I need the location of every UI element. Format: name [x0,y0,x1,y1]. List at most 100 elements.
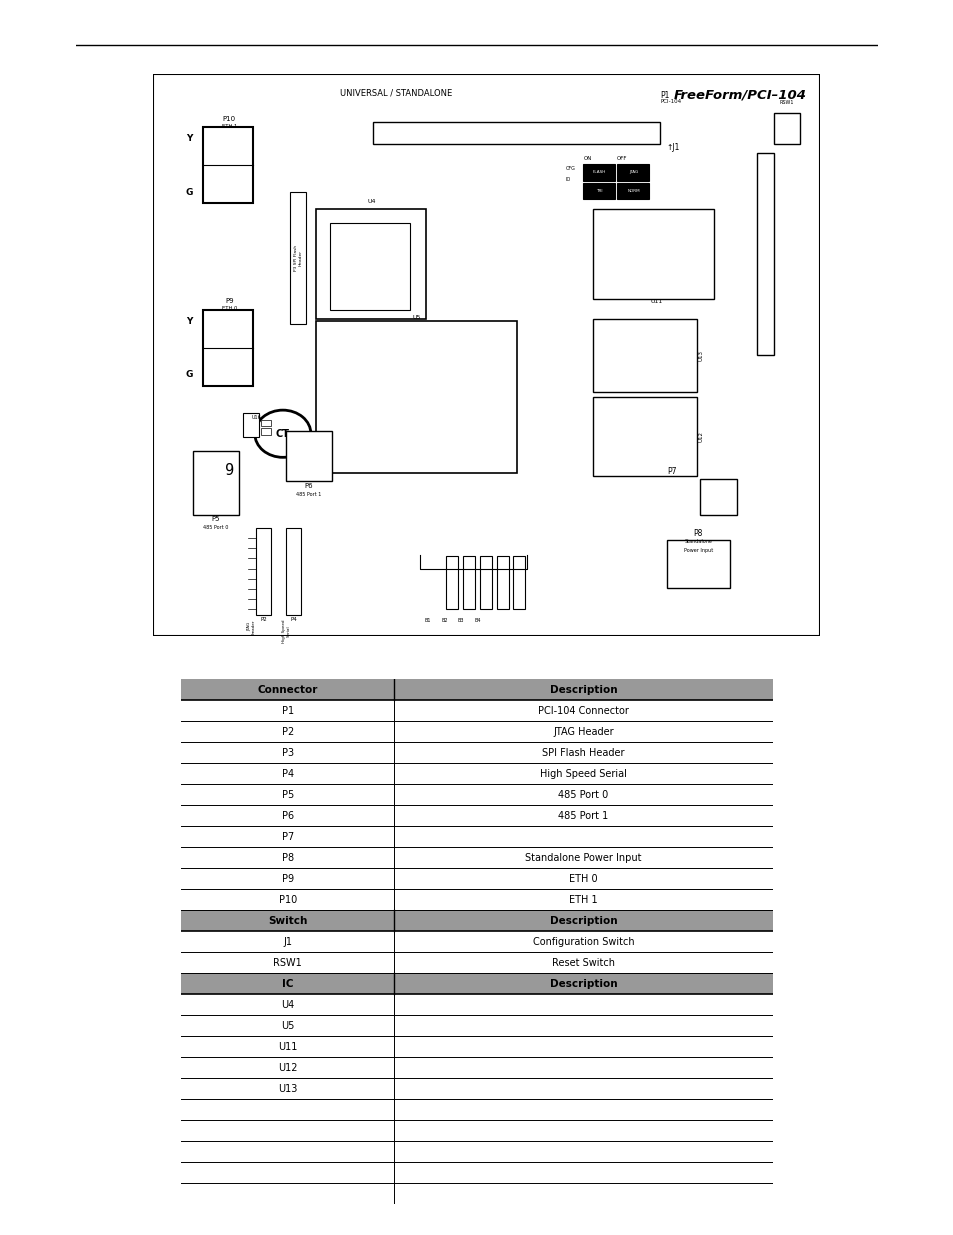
Text: P5: P5 [212,516,220,522]
Bar [181,1057,772,1078]
Text: Switch: Switch [268,915,307,926]
Bar [496,556,508,609]
Text: Description: Description [549,915,617,926]
Text: JTAG
header: JTAG header [247,619,255,634]
Text: OFF: OFF [616,156,627,162]
Bar [181,889,772,910]
Text: U5: U5 [281,1020,294,1031]
Bar [181,805,772,826]
Bar [666,541,730,588]
Bar [242,412,259,436]
Bar [593,398,696,475]
Bar [583,164,615,180]
Bar [446,556,458,609]
Bar [757,153,773,356]
Bar [290,193,306,324]
Text: Reset Switch: Reset Switch [552,957,615,968]
Text: U4: U4 [367,200,375,205]
Text: 485 Port 0: 485 Port 0 [203,525,229,530]
Text: U4: U4 [281,999,294,1010]
Text: P7: P7 [666,467,676,475]
Text: Description: Description [549,978,617,989]
Text: U13: U13 [277,1083,297,1094]
Bar [316,321,516,473]
Bar [286,527,300,615]
Text: P9: P9 [225,299,233,305]
Bar [583,183,615,199]
Text: P1: P1 [281,705,294,716]
Bar [181,1162,772,1183]
Bar [181,1141,772,1162]
Text: High Speed Serial: High Speed Serial [539,768,626,779]
Bar [181,994,772,1015]
Text: U16: U16 [251,415,261,420]
Text: J1: J1 [283,936,292,947]
Bar [181,868,772,889]
Text: P9: P9 [281,873,294,884]
Text: G: G [186,370,193,379]
Text: Power Input: Power Input [683,548,712,553]
Text: FLASH: FLASH [592,170,605,174]
Text: P10: P10 [223,116,235,122]
Bar [617,183,649,199]
Text: ETH 1: ETH 1 [569,894,598,905]
Text: RSW1: RSW1 [779,100,794,105]
Text: P5: P5 [281,789,294,800]
Text: P2: P2 [260,618,267,622]
Bar [261,420,271,426]
Bar [593,209,713,299]
Text: SPI Flash Header: SPI Flash Header [541,747,624,758]
Text: U11: U11 [277,1041,297,1052]
Bar [181,742,772,763]
Bar [181,1036,772,1057]
Text: U12: U12 [277,1062,297,1073]
Text: ↑J1: ↑J1 [666,143,679,152]
Text: ETH 1: ETH 1 [221,124,237,128]
Bar [202,127,253,204]
Text: JTAG: JTAG [628,170,638,174]
Text: 485 Port 1: 485 Port 1 [558,810,608,821]
Text: B4: B4 [474,618,480,622]
Text: ON: ON [583,156,591,162]
Text: P10: P10 [278,894,296,905]
Bar [181,973,772,994]
Text: P3: P3 [281,747,294,758]
Text: B2: B2 [440,618,447,622]
Bar [479,556,492,609]
Bar [181,1015,772,1036]
Text: 9: 9 [225,463,233,478]
Bar [181,763,772,784]
Bar [181,784,772,805]
Bar [181,700,772,721]
Bar [181,1078,772,1099]
Bar [181,826,772,847]
Bar [181,910,772,931]
Bar [286,431,332,482]
Text: P7: P7 [281,831,294,842]
Bar [463,556,475,609]
Text: Y: Y [186,317,193,326]
Text: P2: P2 [281,726,294,737]
Text: TRI: TRI [596,189,602,193]
Text: P3 SPI Flash
Header: P3 SPI Flash Header [294,246,302,272]
Text: U11: U11 [650,299,662,304]
Text: Connector: Connector [257,684,317,695]
Text: P6: P6 [281,810,294,821]
Text: NORM: NORM [626,189,639,193]
Bar [773,114,800,144]
Bar [181,721,772,742]
Bar [202,310,253,387]
Bar [513,556,525,609]
Bar [193,451,239,515]
Text: Standalone: Standalone [683,540,712,545]
Text: B3: B3 [457,618,464,622]
Bar [255,527,271,615]
Text: P4: P4 [290,618,296,622]
Text: CFG: CFG [565,165,575,170]
Text: UNIVERSAL / STANDALONE: UNIVERSAL / STANDALONE [339,88,452,98]
Text: P4: P4 [281,768,294,779]
Text: P6: P6 [304,483,313,489]
Text: P1: P1 [659,91,669,100]
Text: 485 Port 0: 485 Port 0 [558,789,608,800]
Text: IO: IO [565,177,570,182]
